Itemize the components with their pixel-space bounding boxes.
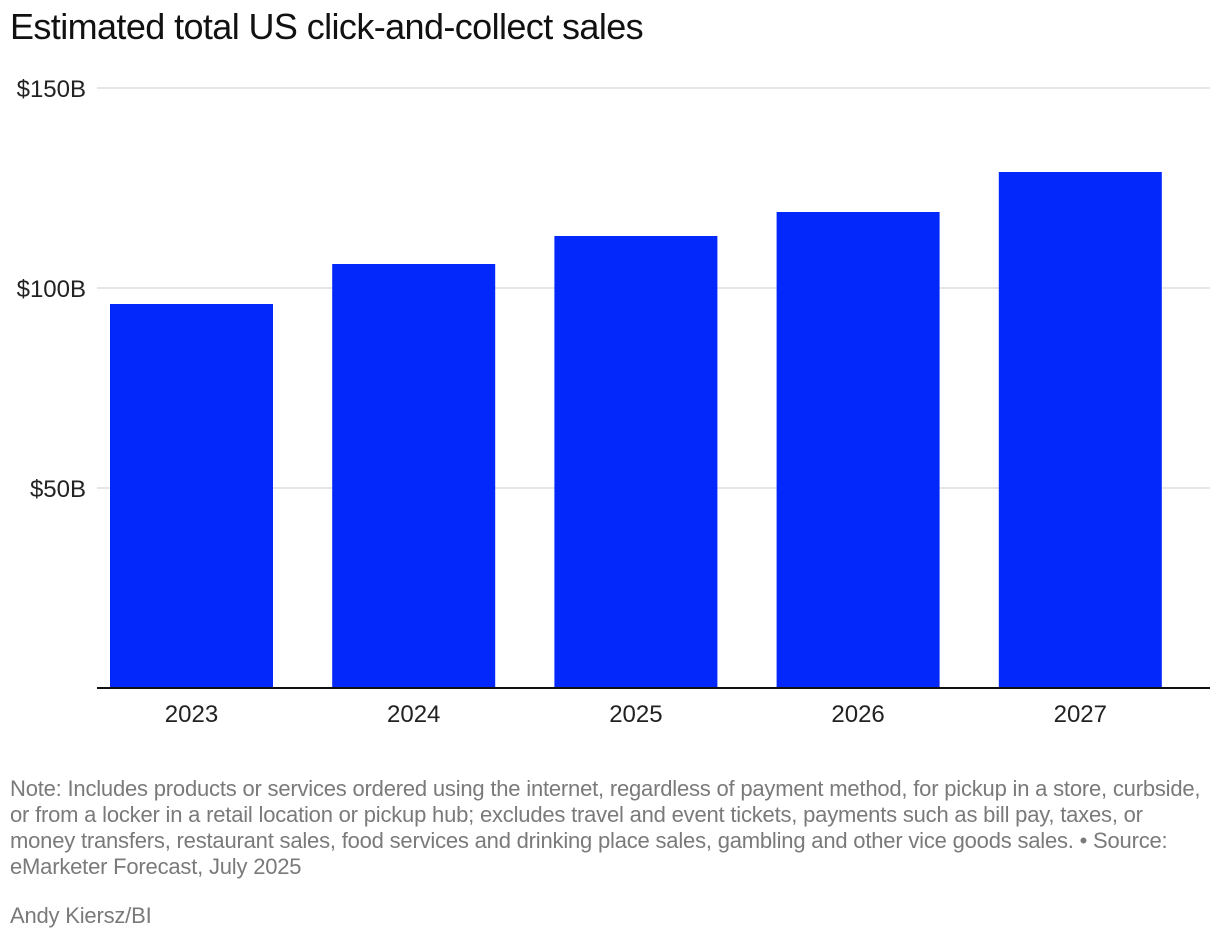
y-axis-ticks: $50B $100B $150B: [17, 76, 86, 503]
x-tick-label: 2025: [609, 701, 662, 728]
x-tick-label: 2027: [1054, 701, 1107, 728]
x-tick-label: 2024: [387, 701, 440, 728]
bar-chart: $50B $100B $150B 2023 2024 2025 2026 2027: [17, 76, 1210, 728]
bar-2024: [332, 264, 496, 688]
bar-2023: [110, 304, 273, 688]
x-tick-label: 2026: [831, 701, 884, 728]
y-tick-label: $100B: [17, 276, 86, 303]
bar-2025: [554, 236, 718, 688]
chart-credit: Andy Kiersz/BI: [10, 903, 152, 928]
chart-note: Note: Includes products or services orde…: [10, 776, 1201, 879]
y-tick-label: $150B: [17, 76, 86, 103]
bars: [110, 172, 1162, 688]
x-axis-labels: 2023 2024 2025 2026 2027: [165, 701, 1107, 728]
x-tick-label: 2023: [165, 701, 218, 728]
y-tick-label: $50B: [30, 476, 86, 503]
chart-title: Estimated total US click-and-collect sal…: [10, 6, 644, 47]
bar-2026: [776, 212, 940, 688]
bar-2027: [998, 172, 1162, 688]
